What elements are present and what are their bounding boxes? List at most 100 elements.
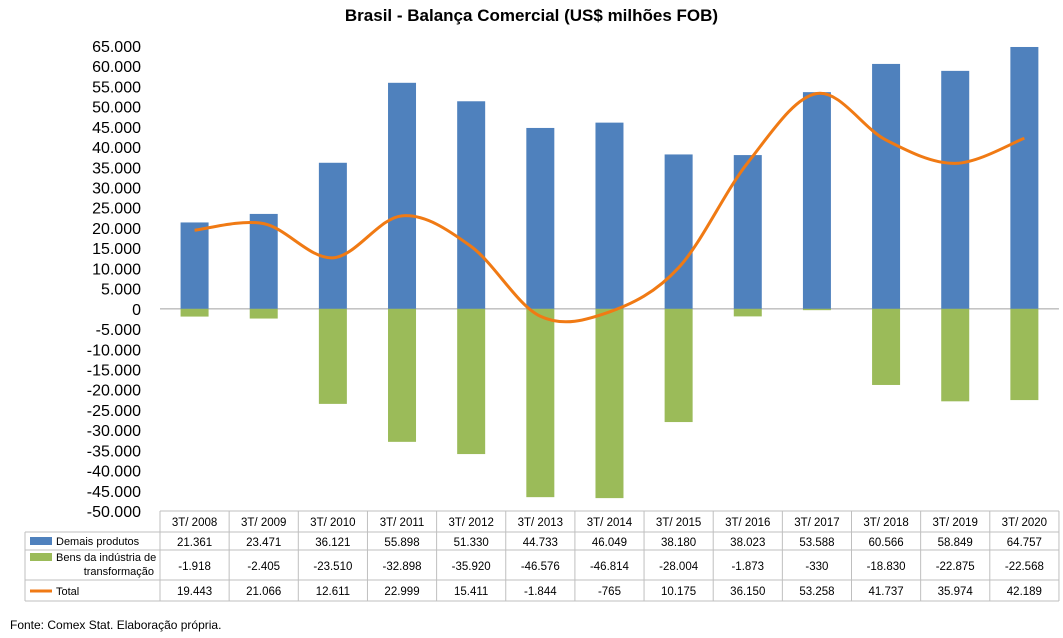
data-label: 19.443 (177, 586, 212, 598)
bar-demais-produtos (941, 70, 970, 309)
data-label: -1.844 (524, 586, 557, 598)
data-label: 22.999 (384, 586, 419, 598)
category-label: 3T/ 2019 (933, 517, 978, 529)
category-label: 3T/ 2008 (172, 517, 217, 529)
bar-demais-produtos (1010, 46, 1039, 309)
bar-bens-industria (318, 308, 347, 404)
data-label: -46.814 (590, 561, 630, 573)
category-label: 3T/ 2011 (380, 517, 425, 529)
bar-bens-industria (664, 308, 693, 423)
y-tick-label: -5.000 (96, 322, 141, 339)
bar-bens-industria (1010, 308, 1039, 401)
category-label: 3T/ 2012 (448, 517, 493, 529)
bar-demais-produtos (318, 162, 347, 309)
category-label: 3T/ 2015 (656, 517, 701, 529)
y-tick-label: -35.000 (87, 443, 141, 460)
data-label: -23.510 (313, 561, 352, 573)
y-tick-label: 10.000 (92, 261, 141, 278)
y-tick-label: 35.000 (92, 160, 141, 177)
legend-label-total: Total (56, 586, 79, 598)
data-label: 21.361 (177, 537, 212, 549)
y-tick-label: 65.000 (92, 39, 141, 56)
category-label: 3T/ 2020 (1002, 517, 1047, 529)
chart-title: Brasil - Balança Comercial (US$ milhões … (344, 6, 719, 25)
data-label: 46.049 (592, 537, 627, 549)
bar-demais-produtos (595, 122, 624, 309)
data-label: -22.875 (936, 561, 975, 573)
y-tick-label: -50.000 (87, 504, 141, 521)
data-label: 21.066 (246, 586, 281, 598)
data-label: 36.121 (315, 537, 350, 549)
data-label: 15.411 (454, 586, 488, 598)
data-label: 41.737 (868, 586, 903, 598)
category-label: 3T/ 2018 (863, 517, 908, 529)
bar-bens-industria (733, 308, 762, 317)
bar-demais-produtos (733, 155, 762, 309)
y-tick-label: 20.000 (92, 221, 141, 238)
y-tick-label: 50.000 (92, 100, 141, 117)
data-label: 51.330 (454, 537, 489, 549)
category-label: 3T/ 2013 (518, 517, 563, 529)
data-label: 53.258 (799, 586, 834, 598)
legend-key-bens-industria (30, 553, 52, 561)
y-tick-label: -20.000 (87, 383, 141, 400)
legend-key-demais-produtos (30, 537, 52, 545)
y-tick-label: -15.000 (87, 362, 141, 379)
data-label: 38.023 (730, 537, 765, 549)
bar-demais-produtos (388, 82, 417, 309)
data-label: 36.150 (730, 586, 765, 598)
y-tick-label: 25.000 (92, 201, 141, 218)
y-tick-label: 5.000 (101, 282, 141, 299)
bar-bens-industria (388, 308, 417, 442)
legend-label-bens-industria: Bens da indústria de (56, 552, 156, 564)
data-label: -330 (805, 561, 828, 573)
data-label: 35.974 (938, 586, 974, 598)
bar-demais-produtos (872, 63, 901, 309)
line-total (194, 91, 1025, 324)
bar-demais-produtos (526, 127, 555, 309)
y-tick-label: -40.000 (87, 464, 141, 481)
y-tick-label: -45.000 (87, 484, 141, 501)
bar-bens-industria (595, 308, 624, 499)
bar-demais-produtos (180, 222, 209, 309)
bar-demais-produtos (802, 92, 831, 309)
category-label: 3T/ 2014 (587, 517, 633, 529)
data-label: 10.175 (661, 586, 696, 598)
data-label: 58.849 (938, 537, 973, 549)
bar-demais-produtos (664, 154, 693, 309)
category-label: 3T/ 2017 (794, 517, 839, 529)
source-note: Fonte: Comex Stat. Elaboração própria. (10, 618, 222, 632)
data-label: -28.004 (659, 561, 699, 573)
y-tick-label: 45.000 (92, 120, 141, 137)
category-label: 3T/ 2009 (241, 517, 286, 529)
bar-demais-produtos (457, 101, 486, 309)
y-tick-label: 15.000 (92, 241, 141, 258)
data-label: 64.757 (1007, 537, 1042, 549)
data-label: 42.189 (1007, 586, 1042, 598)
data-label: 12.611 (316, 586, 350, 598)
data-label: 44.733 (523, 537, 558, 549)
bar-bens-industria (872, 308, 901, 385)
bar-bens-industria (249, 308, 278, 319)
y-tick-label: -25.000 (87, 403, 141, 420)
bar-bens-industria (941, 308, 970, 402)
data-label: -22.568 (1005, 561, 1044, 573)
data-label: 60.566 (868, 537, 903, 549)
y-tick-label: 55.000 (92, 79, 141, 96)
legend-label-demais-produtos: Demais produtos (56, 536, 140, 548)
bar-bens-industria (180, 308, 209, 317)
data-label: 55.898 (384, 537, 419, 549)
y-tick-label: 60.000 (92, 59, 141, 76)
data-label: -32.898 (383, 561, 422, 573)
category-label: 3T/ 2010 (310, 517, 355, 529)
data-label: 53.588 (799, 537, 834, 549)
y-tick-label: -30.000 (87, 423, 141, 440)
y-tick-label: 30.000 (92, 181, 141, 198)
y-tick-label: 0 (132, 302, 141, 319)
bar-demais-produtos (249, 213, 278, 309)
data-label: -2.405 (247, 561, 280, 573)
data-label: 23.471 (246, 537, 281, 549)
data-label: -765 (598, 586, 621, 598)
y-tick-label: -10.000 (87, 342, 141, 359)
